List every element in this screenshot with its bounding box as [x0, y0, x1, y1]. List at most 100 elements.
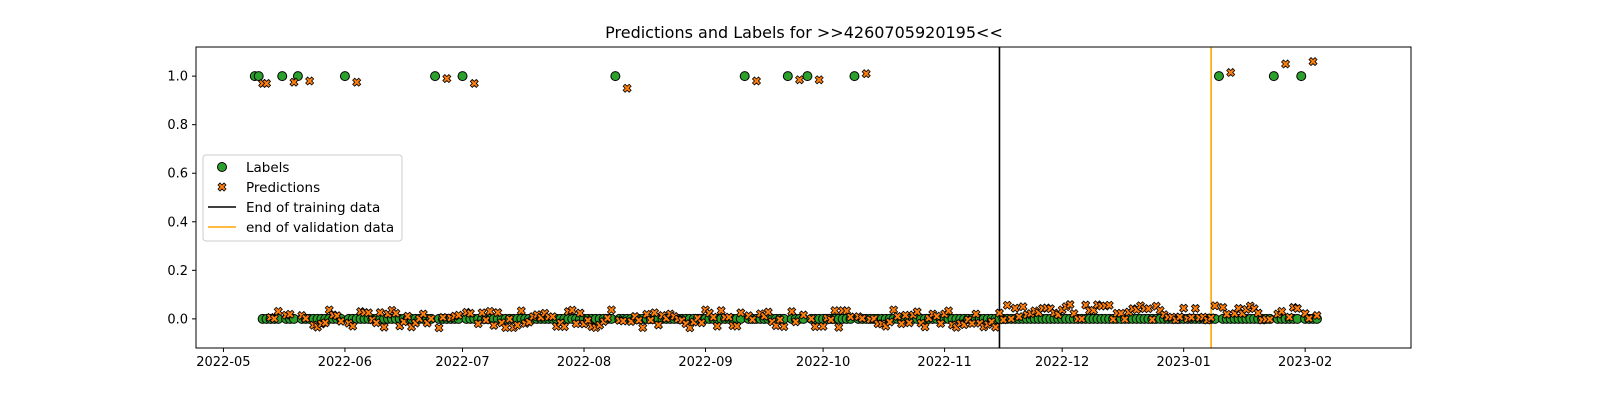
prediction-point — [798, 310, 809, 320]
prediction-point — [606, 305, 617, 315]
y-tick-label: 0.0 — [167, 312, 188, 327]
prediction-point — [285, 309, 295, 319]
prediction-point — [826, 315, 836, 325]
prediction-point — [1147, 315, 1157, 325]
prediction-point — [943, 306, 954, 316]
prediction-point — [936, 318, 946, 329]
label-point — [610, 71, 621, 82]
prediction-point — [971, 309, 981, 319]
prediction-point — [732, 321, 742, 331]
prediction-point — [1175, 312, 1185, 322]
prediction-point — [1292, 303, 1302, 313]
label-point — [1213, 71, 1224, 82]
y-tick-label: 0.8 — [167, 118, 188, 133]
label-point — [253, 71, 264, 82]
prediction-point — [1065, 299, 1075, 310]
prediction-point — [1104, 300, 1114, 310]
legend-label-training: End of training data — [246, 200, 380, 216]
prediction-point — [1281, 59, 1291, 69]
prediction-point — [1186, 312, 1197, 322]
label-point — [802, 71, 813, 82]
prediction-point — [810, 322, 820, 332]
prediction-point — [1010, 303, 1020, 313]
prediction-point — [1014, 312, 1024, 322]
prediction-point — [779, 322, 789, 332]
prediction-point — [473, 319, 483, 329]
prediction-point — [1002, 300, 1012, 310]
prediction-point — [763, 307, 773, 317]
prediction-point — [418, 309, 428, 319]
legend: Labels Predictions End of training data … — [202, 154, 403, 242]
prediction-point — [751, 76, 762, 86]
legend-label-validation: end of validation data — [246, 220, 394, 236]
prediction-point — [391, 308, 401, 318]
prediction-point — [861, 69, 871, 79]
x-tick-label: 2022-05 — [196, 355, 250, 370]
prediction-point — [1210, 301, 1220, 311]
prediction-point — [787, 307, 797, 317]
prediction-point — [575, 308, 585, 318]
prediction-point — [618, 316, 628, 326]
x-tick-label: 2022-06 — [318, 355, 372, 370]
prediction-point — [559, 322, 569, 332]
prediction-point — [567, 305, 577, 315]
y-axis: 0.0 0.2 0.4 0.6 0.8 1.0 — [167, 70, 196, 327]
prediction-point — [653, 320, 664, 330]
plot-frame — [195, 46, 1412, 349]
prediction-point — [426, 314, 436, 324]
legend-marker-predictions — [217, 182, 227, 192]
prediction-point — [1304, 313, 1314, 323]
prediction-point — [481, 315, 491, 325]
prediction-point — [1018, 302, 1028, 312]
prediction-point — [371, 318, 381, 328]
prediction-point — [998, 315, 1008, 325]
y-tick-label: 0.6 — [167, 167, 188, 182]
prediction-point — [896, 319, 907, 329]
prediction-point — [1222, 309, 1232, 319]
prediction-point — [348, 321, 358, 331]
prediction-point — [1190, 303, 1201, 313]
prediction-point — [791, 317, 801, 327]
prediction-point — [504, 314, 515, 324]
label-point — [1268, 71, 1279, 82]
prediction-point — [379, 322, 389, 332]
prediction-point — [1006, 314, 1016, 324]
prediction-point — [261, 78, 272, 88]
prediction-point — [1277, 306, 1287, 316]
x-tick-label: 2022-10 — [796, 355, 850, 370]
label-point — [782, 71, 793, 82]
prediction-point — [1308, 56, 1318, 67]
prediction-point — [571, 319, 581, 329]
prediction-point — [493, 307, 503, 318]
label-point — [277, 71, 288, 82]
prediction-point — [305, 76, 315, 86]
prediction-point — [885, 317, 895, 327]
prediction-point — [1218, 302, 1228, 313]
reference-lines — [998, 47, 1212, 348]
prediction-point — [649, 308, 660, 318]
x-tick-label: 2022-08 — [557, 355, 611, 370]
x-tick-label: 2022-12 — [1035, 355, 1089, 370]
prediction-point — [747, 315, 758, 325]
prediction-point — [512, 320, 522, 330]
prediction-point — [622, 83, 632, 93]
y-tick-label: 1.0 — [167, 70, 188, 85]
prediction-point — [434, 323, 444, 333]
prediction-point — [1265, 314, 1275, 324]
predictions-series — [258, 56, 1322, 333]
prediction-point — [834, 322, 844, 332]
label-point — [849, 71, 860, 82]
prediction-point — [485, 306, 495, 316]
x-tick-label: 2023-01 — [1157, 355, 1211, 370]
prediction-point — [516, 306, 526, 316]
prediction-point — [501, 323, 511, 333]
label-point — [1296, 71, 1307, 82]
label-point — [739, 71, 750, 82]
legend-label-labels: Labels — [246, 160, 289, 176]
prediction-point — [442, 73, 452, 84]
prediction-point — [1206, 313, 1216, 323]
prediction-point — [273, 306, 283, 316]
prediction-point — [465, 308, 475, 318]
label-point — [430, 71, 441, 82]
